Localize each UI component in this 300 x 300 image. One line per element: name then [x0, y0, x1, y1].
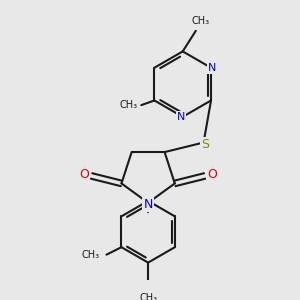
Text: CH₃: CH₃ — [139, 293, 157, 300]
Text: O: O — [207, 168, 217, 181]
Text: CH₃: CH₃ — [191, 16, 209, 26]
Text: S: S — [201, 138, 209, 151]
Text: N: N — [143, 198, 153, 211]
Text: CH₃: CH₃ — [119, 100, 137, 110]
Text: N: N — [177, 112, 185, 122]
Text: CH₃: CH₃ — [82, 250, 100, 260]
Text: N: N — [208, 63, 216, 73]
Text: O: O — [79, 168, 89, 181]
